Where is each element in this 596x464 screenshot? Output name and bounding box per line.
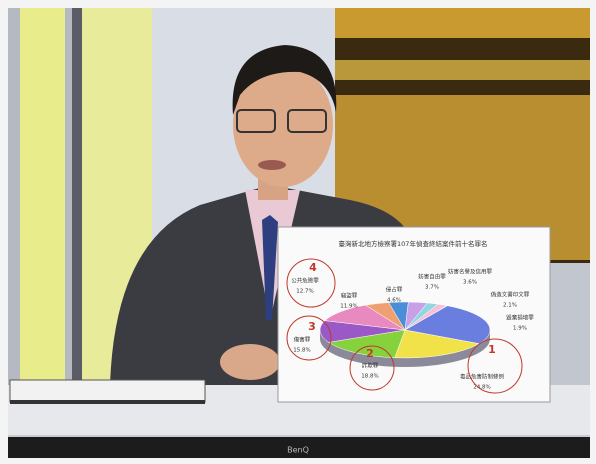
slice-value: 2.1% (503, 303, 517, 309)
hand (220, 344, 280, 380)
slice-value: 3.7% (425, 285, 439, 291)
slice-label: 妨害自由罪 (418, 273, 446, 281)
slice-value: 24.8% (473, 385, 490, 391)
slice-label: 竊盜罪 (341, 292, 358, 300)
slice-label: 妨害名譽及信用罪 (448, 268, 493, 276)
bridge-lights (335, 60, 590, 80)
papers (9, 379, 206, 403)
rank-number: 4 (309, 261, 317, 274)
rank-number: 2 (366, 347, 374, 360)
slice-label: 毀棄損壞罪 (506, 314, 534, 322)
pie-slice (404, 303, 448, 331)
hair (232, 45, 337, 115)
pie-slice (404, 305, 491, 344)
slice-label: 公共危險罪 (291, 277, 319, 285)
glasses (236, 109, 276, 133)
slice-value: 18.8% (361, 374, 378, 380)
bezel (8, 437, 590, 458)
rank-circle (286, 315, 332, 361)
wall (548, 263, 590, 393)
folder (10, 400, 205, 404)
rank-circle (286, 258, 336, 308)
face (233, 63, 333, 187)
pie-slice (319, 320, 406, 343)
slice-label: 傷害罪 (294, 336, 311, 344)
slice-value: 11.9% (340, 304, 357, 310)
brand: BenQ (287, 446, 309, 455)
slice-value: 1.9% (513, 326, 527, 332)
rank-circle (349, 345, 395, 391)
yellow-strip (20, 8, 65, 388)
rank-number: 3 (308, 320, 316, 333)
pie-slice (394, 329, 480, 359)
mouth (258, 160, 286, 170)
tie (262, 215, 278, 320)
panel-edge (72, 8, 82, 388)
slice-value: 12.7% (296, 289, 313, 295)
rank-circle (467, 338, 523, 394)
chart-title: 臺灣新北地方檢察署107年偵查終結案件前十名罪名 (339, 239, 488, 248)
slice-label: 侵占罪 (386, 286, 403, 294)
slice-value: 3.6% (463, 280, 477, 286)
slice-label: 詐欺罪 (362, 362, 379, 370)
pie-slice (324, 304, 406, 331)
building-lights (335, 8, 590, 38)
slice-value: 15.8% (293, 348, 310, 354)
glasses (287, 109, 327, 133)
slice-value: 4.6% (387, 298, 401, 304)
slice-label: 偽造文書印文罪 (491, 291, 530, 299)
rank-number: 1 (488, 343, 496, 356)
slice-label: 毒品危害防制條例 (460, 373, 505, 381)
